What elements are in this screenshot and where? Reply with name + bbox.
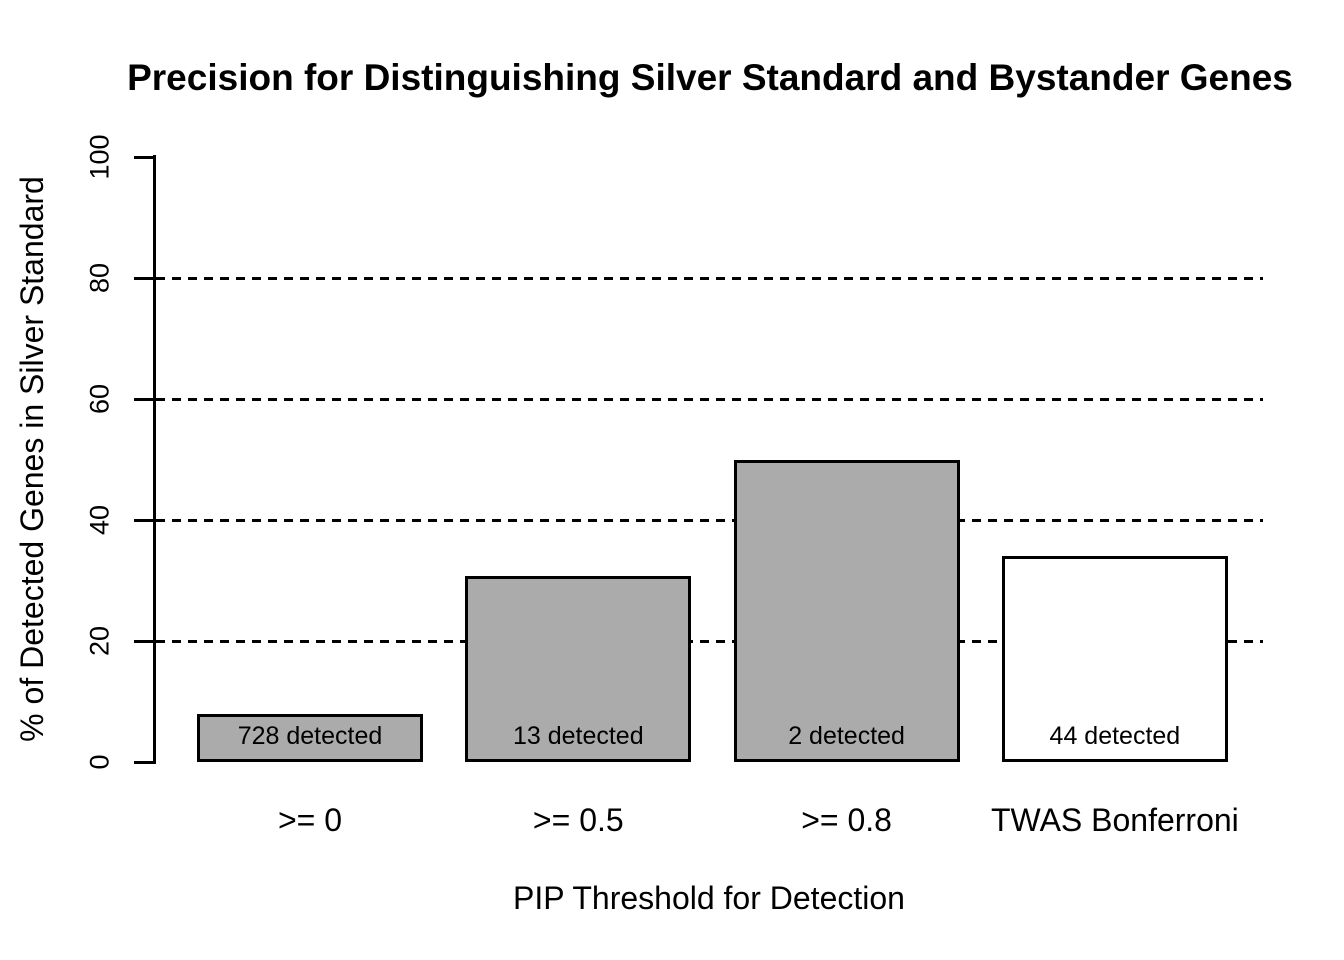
bar-2: 2 detected	[733, 459, 960, 762]
bar-count-label: 13 detected	[512, 722, 644, 750]
y-tick-label: 40	[84, 504, 115, 536]
y-tick-label: 80	[84, 262, 115, 294]
x-axis-title: PIP Threshold for Detection	[513, 880, 905, 916]
y-tick-mark	[134, 397, 154, 401]
x-tick-label: >= 0.8	[801, 802, 892, 838]
y-axis-title: % of Detected Genes in Silver Standard	[14, 176, 50, 742]
bar-0: 728 detected	[197, 713, 423, 762]
bar-count-label: 2 detected	[788, 722, 905, 750]
y-tick-label: 60	[84, 383, 115, 415]
chart-title: Precision for Distinguishing Silver Stan…	[127, 57, 1293, 98]
y-tick-mark	[134, 760, 154, 764]
gridline-40	[156, 518, 1263, 522]
gridline-20	[156, 639, 1263, 643]
y-tick-label: 0	[84, 754, 115, 770]
bar-count-label: 44 detected	[1049, 722, 1181, 750]
y-tick-mark	[134, 276, 154, 280]
bar-3: 44 detected	[1001, 555, 1228, 762]
x-tick-label: TWAS Bonferroni	[991, 802, 1239, 838]
gridline-60	[156, 397, 1263, 401]
y-tick-mark	[134, 518, 154, 522]
bar-count-label: 728 detected	[237, 722, 383, 750]
plot-area: 728 detected 13 detected 2 detected 44 dete…	[156, 157, 1263, 762]
y-tick-label: 20	[84, 625, 115, 657]
bar-1: 13 detected	[465, 575, 692, 762]
y-tick-mark	[134, 155, 154, 159]
x-tick-label: >= 0	[277, 802, 343, 838]
y-axis-line	[153, 155, 156, 764]
y-tick-label: 100	[84, 134, 115, 180]
x-tick-label: >= 0.5	[532, 802, 624, 838]
gridline-80	[156, 276, 1263, 280]
y-tick-mark	[134, 639, 154, 643]
